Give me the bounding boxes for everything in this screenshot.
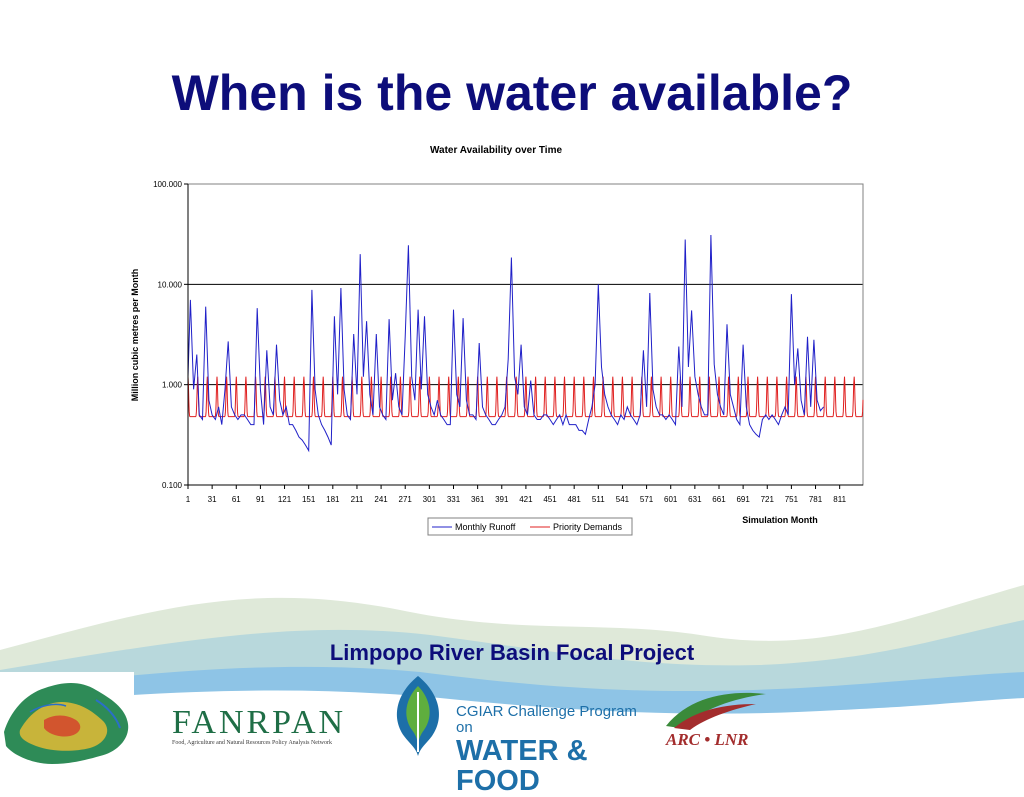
fanrpan-logo: FANRPAN Food, Agriculture and Natural Re… xyxy=(172,704,382,747)
x-tick-label: 211 xyxy=(351,495,364,504)
y-axis-label: Million cubic metres per Month xyxy=(130,269,140,402)
legend-label-runoff: Monthly Runoff xyxy=(455,522,516,532)
x-tick-label: 121 xyxy=(278,495,292,504)
x-axis-label: Simulation Month xyxy=(742,515,818,525)
decorative-waves xyxy=(0,585,1024,768)
slide-title: When is the water available? xyxy=(171,65,853,121)
x-tick-label: 601 xyxy=(664,495,678,504)
x-tick-label: 391 xyxy=(495,495,509,504)
chart-legend: Monthly Runoff Priority Demands xyxy=(427,517,633,536)
x-tick-label: 781 xyxy=(809,495,823,504)
x-tick-label: 421 xyxy=(519,495,533,504)
y-tick-label: 0.100 xyxy=(162,481,183,490)
y-tick-label: 100.000 xyxy=(153,180,182,189)
series-monthly-runoff xyxy=(187,234,824,453)
x-tick-label: 661 xyxy=(712,495,726,504)
x-tick-label: 451 xyxy=(543,495,557,504)
x-tick-label: 31 xyxy=(208,495,217,504)
legend-label-demand: Priority Demands xyxy=(553,522,623,532)
x-tick-label: 811 xyxy=(833,495,846,504)
x-tick-label: 571 xyxy=(640,495,654,504)
project-title: Limpopo River Basin Focal Project xyxy=(329,640,695,665)
y-tick-label: 1.000 xyxy=(162,381,183,390)
y-tick-label: 10.000 xyxy=(158,280,183,289)
basin-map-icon xyxy=(4,683,129,764)
x-tick-label: 271 xyxy=(399,495,413,504)
x-tick-label: 361 xyxy=(471,495,485,504)
wave-white-band xyxy=(0,690,1024,768)
arc-lnr-logo: ARC • LNR xyxy=(660,688,772,758)
x-tick-label: 241 xyxy=(374,495,388,504)
x-tick-label: 1 xyxy=(186,495,191,504)
cgiar-program-label: CGIAR Challenge Program on xyxy=(456,703,637,736)
x-tick-label: 691 xyxy=(736,495,750,504)
chart-container: Water Availability over Time 0.100 1.000 1… xyxy=(130,145,864,536)
x-tick-label: 481 xyxy=(567,495,581,504)
cgiar-leaf-icon xyxy=(396,676,440,756)
x-tick-label: 751 xyxy=(785,495,799,504)
chart-title: Water Availability over Time xyxy=(430,145,563,156)
x-tick-label: 61 xyxy=(232,495,241,504)
x-tick-label: 631 xyxy=(688,495,702,504)
arc-swoosh-icon xyxy=(666,692,766,730)
plot-area xyxy=(187,183,864,486)
fanrpan-name: FANRPAN xyxy=(172,704,347,741)
x-tick-label: 151 xyxy=(302,495,316,504)
x-tick-label: 541 xyxy=(616,495,630,504)
x-tick-label: 181 xyxy=(326,495,340,504)
fanrpan-subtitle: Food, Agriculture and Natural Resources … xyxy=(172,740,332,746)
series-lines xyxy=(187,234,864,453)
cgiar-logo-text: CGIAR Challenge Program on WATER & FOOD xyxy=(456,703,656,797)
x-tick-label: 91 xyxy=(256,495,265,504)
series-priority-demands xyxy=(187,376,864,418)
water-availability-chart: Water Availability over Time 0.100 1.000 1… xyxy=(130,145,864,536)
axes: 0.100 1.000 10.000 100.000 1 31 61 91 121 151 181 2… xyxy=(153,180,863,504)
limpopo-basin-map-logo xyxy=(0,672,134,768)
arc-lnr-label: ARC • LNR xyxy=(666,730,749,749)
x-tick-label: 721 xyxy=(761,495,775,504)
grid-lines xyxy=(188,283,863,386)
water-food-label: WATER & FOOD xyxy=(456,735,588,797)
x-tick-label: 331 xyxy=(447,495,461,504)
x-tick-label: 301 xyxy=(423,495,437,504)
x-tick-label: 511 xyxy=(592,495,605,504)
